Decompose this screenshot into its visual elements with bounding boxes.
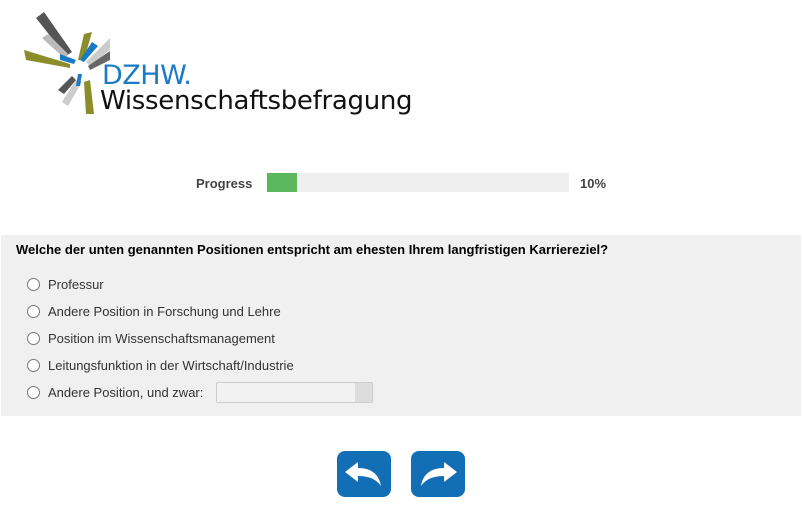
redo-arrow-icon [421,462,457,486]
option-professur[interactable]: Professur [27,277,104,292]
dzhw-logo: DZHW. Wissenschaftsbefragung [20,8,413,123]
progress-bar [267,173,569,192]
radio-button[interactable] [27,305,40,318]
option-label: Andere Position in Forschung und Lehre [48,304,281,319]
option-label: Leitungsfunktion in der Wirtschaft/Indus… [48,358,294,373]
radio-button[interactable] [27,332,40,345]
radio-button[interactable] [27,278,40,291]
option-andere[interactable]: Andere Position, und zwar: [27,385,203,400]
progress-percent: 10% [580,176,607,191]
other-position-textarea[interactable] [216,382,373,403]
resize-grip-icon[interactable] [355,383,372,402]
next-button[interactable] [411,451,465,497]
undo-arrow-icon [345,462,381,486]
progress-label: Progress [196,176,253,191]
option-wissenschaftsmanagement[interactable]: Position im Wissenschaftsmanagement [27,331,275,346]
option-label: Professur [48,277,104,292]
option-wirtschaft[interactable]: Leitungsfunktion in der Wirtschaft/Indus… [27,358,294,373]
logo-subtitle: Wissenschaftsbefragung [100,86,413,116]
logo-rays-icon [24,12,110,114]
question-panel: Welche der unten genannten Positionen en… [1,235,801,416]
back-button[interactable] [337,451,391,497]
option-label: Position im Wissenschaftsmanagement [48,331,275,346]
option-andere-forschung[interactable]: Andere Position in Forschung und Lehre [27,304,281,319]
logo-brand: DZHW. [102,60,192,91]
question-text: Welche der unten genannten Positionen en… [16,242,609,257]
progress-fill [267,173,298,192]
option-label: Andere Position, und zwar: [48,385,204,400]
radio-button[interactable] [27,359,40,372]
radio-button[interactable] [27,386,40,399]
